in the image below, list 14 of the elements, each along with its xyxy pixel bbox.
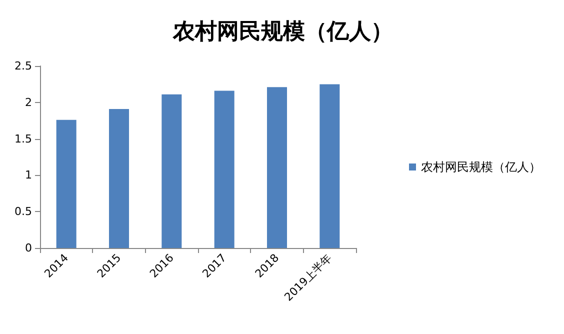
- bar: [320, 84, 340, 248]
- legend-label: 农村网民规模（亿人）: [421, 160, 541, 174]
- bar: [56, 120, 76, 248]
- y-tick-label: 2: [25, 96, 32, 109]
- chart-title: 农村网民规模（亿人）: [172, 20, 393, 44]
- bar: [266, 87, 288, 248]
- y-tick-label: 2.5: [14, 60, 32, 72]
- y-tick-label: 0.5: [14, 205, 32, 218]
- y-tick-label: 1: [25, 168, 32, 182]
- y-tick-label: 0: [25, 242, 32, 254]
- bar: [108, 108, 130, 248]
- bar: [162, 94, 182, 248]
- bar: [214, 90, 234, 248]
- y-tick-label: 1.5: [14, 132, 32, 146]
